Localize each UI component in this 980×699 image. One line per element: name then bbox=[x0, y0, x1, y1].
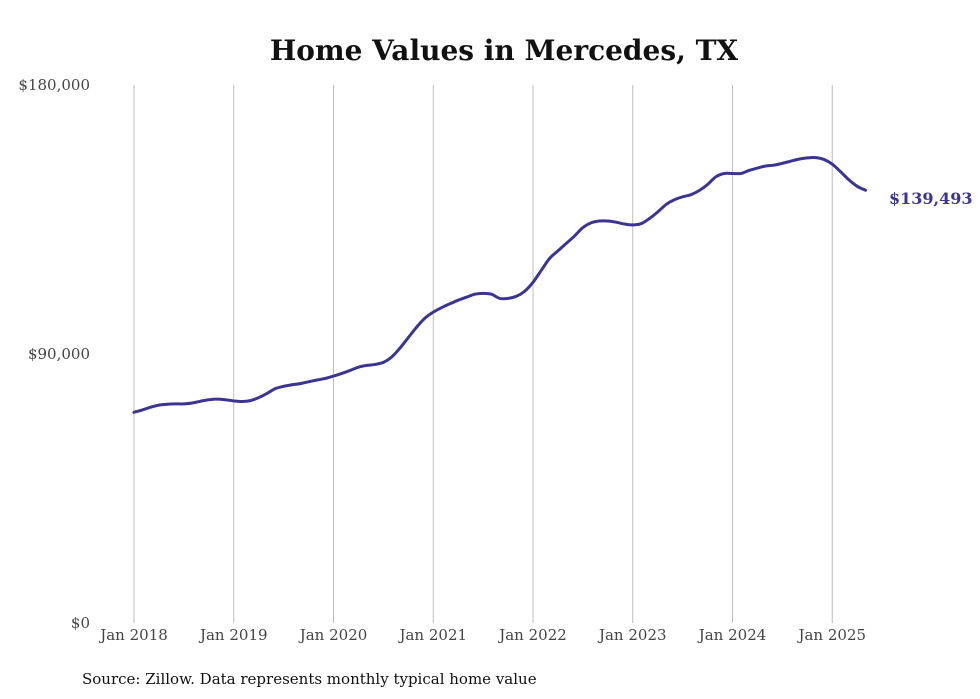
x-tick-label: Jan 2022 bbox=[497, 626, 567, 644]
x-tick-label: Jan 2020 bbox=[298, 626, 368, 644]
chart-title: Home Values in Mercedes, TX bbox=[270, 34, 739, 67]
end-value-label: $139,493 bbox=[889, 189, 973, 208]
vertical-gridlines bbox=[133, 85, 833, 623]
x-tick-label: Jan 2019 bbox=[198, 626, 268, 644]
y-axis-ticks: $0 $90,000 $180,000 bbox=[18, 76, 90, 632]
series-layer bbox=[132, 156, 867, 414]
y-tick-label: $180,000 bbox=[18, 76, 90, 94]
x-tick-label: Jan 2025 bbox=[796, 626, 866, 644]
x-tick-label: Jan 2024 bbox=[697, 626, 767, 644]
x-tick-label: Jan 2023 bbox=[597, 626, 667, 644]
y-tick-label: $90,000 bbox=[28, 345, 90, 363]
x-tick-label: Jan 2018 bbox=[98, 626, 168, 644]
x-axis-ticks: Jan 2018 Jan 2019 Jan 2020 Jan 2021 Jan 2022… bbox=[98, 626, 866, 644]
x-tick-label: Jan 2021 bbox=[397, 626, 467, 644]
source-note: Source: Zillow. Data represents monthly … bbox=[82, 670, 537, 688]
y-tick-label: $0 bbox=[71, 614, 90, 632]
series-line bbox=[132, 156, 867, 414]
